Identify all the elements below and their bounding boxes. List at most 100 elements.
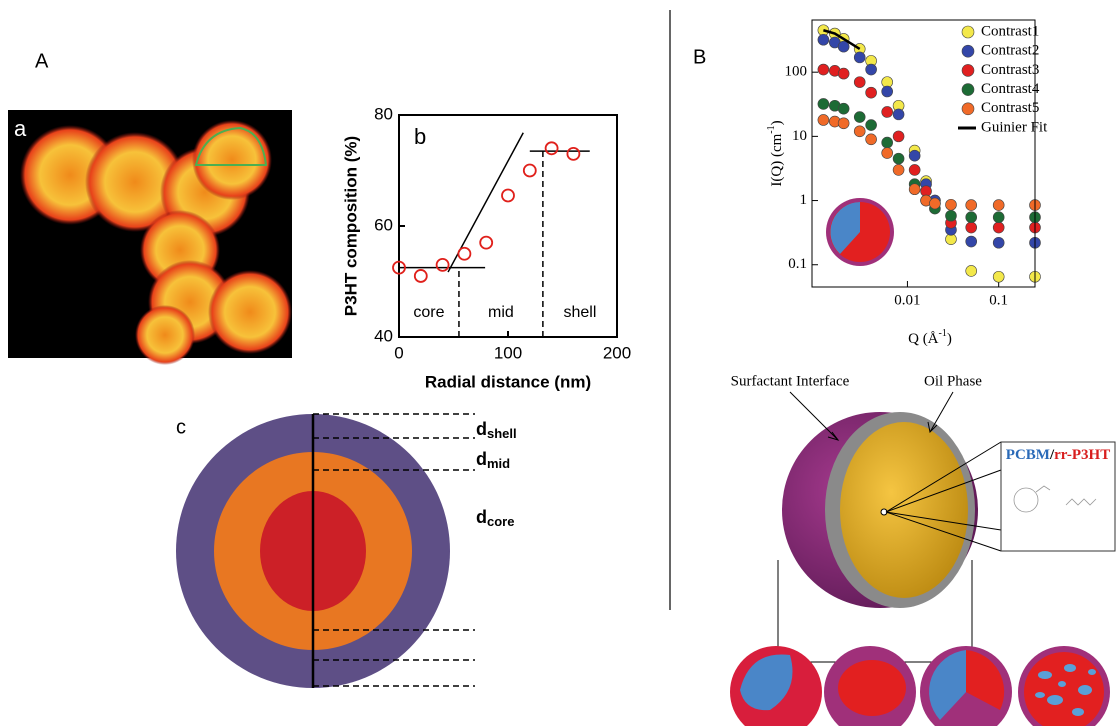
axis-label: I(Q) (cm-1) <box>766 120 785 186</box>
point <box>908 164 921 176</box>
point <box>817 33 830 46</box>
y-tick-label: 0.1 <box>788 256 807 272</box>
x-tick-label: 0 <box>394 343 403 362</box>
legend-label: Guinier Fit <box>981 119 1048 135</box>
diagram-label: Oil Phase <box>924 373 982 389</box>
point <box>965 199 978 211</box>
panel-label: A <box>35 50 49 72</box>
point <box>892 152 905 165</box>
dimension-label: dshell <box>476 419 517 442</box>
axis-label-end: ) <box>947 331 952 347</box>
particle-diagram <box>777 391 1116 670</box>
legend-swatch <box>961 25 975 39</box>
point <box>992 221 1005 234</box>
point <box>881 85 893 98</box>
point <box>817 98 830 110</box>
fit-line <box>823 29 861 51</box>
point <box>992 199 1005 211</box>
region-label: mid <box>488 304 514 321</box>
point <box>566 146 581 161</box>
point <box>992 270 1005 283</box>
axis-label-text: I(Q) (cm <box>769 133 785 186</box>
point <box>479 235 494 250</box>
point <box>522 163 537 178</box>
point <box>945 198 957 211</box>
x-tick-label: 0.01 <box>894 292 920 308</box>
region-label: core <box>413 304 444 321</box>
morphology-spheres <box>730 646 1110 726</box>
point <box>817 63 830 76</box>
point <box>853 111 866 123</box>
y-tick-label: 60 <box>374 215 393 234</box>
point <box>392 260 406 275</box>
axis-label: Q (Å-1) <box>908 328 952 347</box>
legend-label: Contrast5 <box>981 100 1039 116</box>
y-tick-label: 80 <box>374 104 393 123</box>
point <box>865 63 877 76</box>
plot-frame <box>811 19 1036 288</box>
dimension-label: dcore <box>476 507 514 530</box>
x-tick-label: 100 <box>494 343 522 362</box>
axis-label-sup: -1 <box>939 328 947 339</box>
point <box>837 117 850 130</box>
point <box>865 133 877 146</box>
point <box>853 51 866 64</box>
legend-label: Contrast3 <box>981 62 1039 78</box>
point <box>945 209 957 222</box>
point <box>837 40 850 53</box>
point <box>457 246 472 261</box>
point <box>853 125 866 138</box>
legend-swatch <box>961 64 975 77</box>
blend-label: PCBM/rr-P3HT <box>1006 447 1110 463</box>
point <box>501 188 515 203</box>
x-tick-label: 0.1 <box>989 292 1008 308</box>
point <box>865 86 877 99</box>
y-axis-label: P3HT composition (%) <box>341 136 360 316</box>
axis-label-sup: -1 <box>766 125 777 133</box>
dimension-label: dmid <box>476 449 510 472</box>
inset-pie <box>826 198 894 266</box>
point <box>965 265 978 277</box>
legend-swatch <box>961 102 975 116</box>
point <box>865 119 877 131</box>
axis-label-end: ) <box>769 120 785 125</box>
point <box>413 269 428 283</box>
legend-label: Contrast2 <box>981 43 1039 59</box>
x-axis-label: Radial distance (nm) <box>425 372 591 391</box>
micrograph <box>8 110 292 365</box>
point <box>881 106 893 118</box>
image-label: a <box>14 116 27 141</box>
y-tick-label: 100 <box>785 64 808 80</box>
layer-diagram <box>176 413 475 688</box>
point <box>992 236 1005 249</box>
y-tick-label: 10 <box>792 128 807 144</box>
panel-label: c <box>176 416 186 438</box>
axis-label-text: Q (Å <box>908 331 939 347</box>
point <box>881 136 893 149</box>
legend-label: Contrast1 <box>981 23 1039 39</box>
point <box>965 211 978 224</box>
legend-label: Contrast4 <box>981 81 1040 97</box>
point <box>908 183 921 196</box>
point <box>965 221 978 234</box>
point <box>853 76 866 88</box>
point <box>881 147 893 159</box>
region-label: shell <box>563 304 596 321</box>
point <box>837 102 850 115</box>
point <box>892 164 905 176</box>
panel-label: B <box>693 46 706 68</box>
point <box>817 114 830 126</box>
point <box>892 108 905 121</box>
legend-swatch <box>961 83 975 96</box>
point <box>837 67 850 80</box>
point <box>435 257 450 272</box>
panel-label: b <box>414 124 426 149</box>
legend-swatch <box>961 44 975 58</box>
x-tick-label: 200 <box>603 343 631 362</box>
point <box>892 130 905 143</box>
point <box>544 141 559 156</box>
point <box>929 197 941 210</box>
point <box>992 211 1005 224</box>
